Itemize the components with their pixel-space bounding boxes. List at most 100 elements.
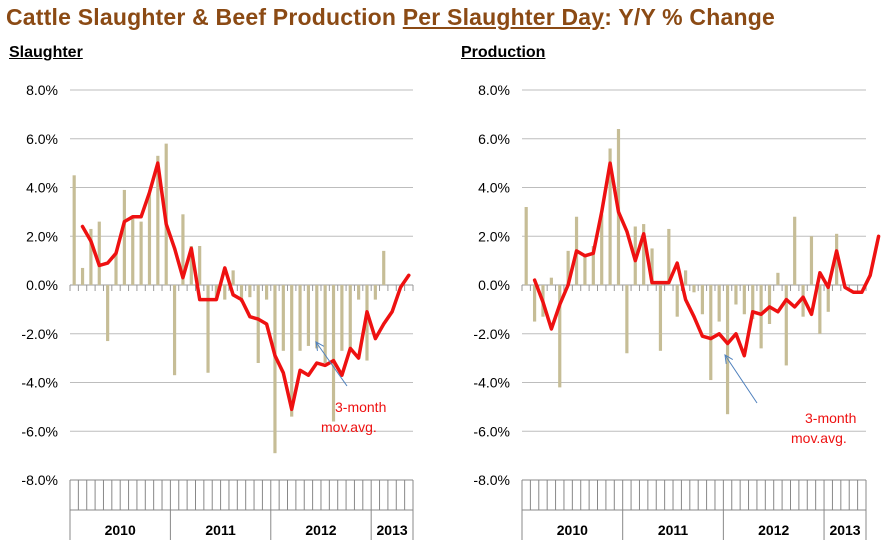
bar	[256, 285, 260, 363]
annotation-arrow	[315, 341, 348, 387]
bar	[231, 270, 235, 285]
bar	[759, 285, 763, 349]
bar	[198, 246, 202, 285]
annotation-arrowhead	[315, 341, 325, 351]
bar	[214, 285, 218, 300]
bar	[365, 285, 369, 361]
y-tick-label: -4.0%	[21, 375, 58, 391]
year-label: 2010	[105, 522, 136, 538]
year-label: 2012	[305, 522, 336, 538]
bar	[189, 246, 193, 285]
year-label: 2011	[658, 522, 689, 538]
y-tick-label: -4.0%	[473, 375, 510, 391]
bar	[382, 250, 386, 285]
annotation-line1: 3-month	[805, 410, 856, 426]
title-part3: : Y/Y % Change	[604, 4, 775, 30]
y-tick-label: -2.0%	[21, 326, 58, 342]
bar	[290, 285, 294, 417]
bar	[323, 285, 327, 363]
bar	[835, 233, 839, 285]
bar	[642, 224, 646, 285]
year-label: 2012	[758, 522, 789, 538]
bar	[725, 285, 730, 415]
bar	[809, 236, 814, 285]
annotation-arrow	[724, 354, 758, 404]
bar	[692, 285, 696, 293]
bar	[658, 285, 663, 351]
bar	[734, 285, 738, 305]
bar	[97, 221, 101, 285]
y-tick-label: -6.0%	[21, 423, 58, 439]
bar	[131, 216, 135, 285]
bar	[315, 285, 319, 349]
title-part2: Per Slaughter Day	[402, 4, 605, 30]
bar	[767, 285, 772, 324]
slaughter-panel-title: Slaughter	[9, 44, 83, 61]
bar	[72, 175, 76, 285]
bar	[298, 285, 302, 351]
bar	[558, 285, 562, 388]
bar	[181, 214, 185, 285]
bar	[281, 285, 285, 351]
chart-1: 8.0% 6.0% 4.0% 2.0% 0.0% -2.0% -4.0% -6.0% -8.0%…	[473, 82, 881, 540]
bar	[784, 285, 788, 366]
bar	[114, 253, 118, 285]
bar	[600, 214, 604, 285]
bar	[742, 285, 746, 315]
y-tick-label: 0.0%	[26, 277, 58, 293]
bar	[700, 285, 704, 315]
annotation-line1: 3-month	[335, 399, 386, 415]
y-tick-label: 6.0%	[26, 131, 58, 147]
bar	[625, 285, 629, 354]
year-label: 2013	[377, 522, 408, 538]
y-tick-label: -8.0%	[473, 472, 510, 488]
bar	[172, 285, 177, 376]
y-tick-label: -6.0%	[473, 423, 510, 439]
bar	[265, 285, 269, 300]
bar	[223, 285, 227, 300]
year-label: 2011	[205, 522, 236, 538]
bar	[675, 285, 679, 317]
bar	[591, 246, 595, 285]
bar	[524, 207, 528, 285]
bar	[650, 248, 654, 285]
y-tick-label: 6.0%	[478, 131, 510, 147]
y-tick-label: 0.0%	[478, 277, 510, 293]
bar	[818, 285, 822, 334]
bar	[331, 285, 336, 422]
bar	[357, 285, 361, 300]
moving-average-line	[532, 161, 881, 358]
y-tick-label: -2.0%	[473, 326, 510, 342]
y-tick-label: 2.0%	[478, 228, 510, 244]
bar	[156, 155, 160, 285]
bar	[348, 285, 352, 351]
bar	[248, 285, 252, 298]
bar	[89, 228, 93, 285]
bar	[717, 285, 721, 322]
annotation-line2: mov.avg.	[321, 419, 377, 435]
bar	[684, 270, 688, 285]
bar	[667, 228, 671, 285]
bar	[147, 192, 152, 285]
bar	[239, 285, 244, 303]
y-tick-label: 8.0%	[478, 82, 510, 98]
annotation-line2: mov.avg.	[791, 430, 847, 446]
bar	[373, 285, 377, 300]
bar	[793, 216, 797, 285]
bar	[532, 285, 537, 322]
chart-0: 8.0% 6.0% 4.0% 2.0% 0.0% -2.0% -4.0% -6.0% -8.0%…	[21, 82, 414, 540]
bar	[608, 148, 612, 285]
y-tick-label: 4.0%	[26, 180, 58, 196]
bar	[340, 285, 344, 351]
year-label: 2010	[557, 522, 588, 538]
bar	[776, 272, 780, 285]
bar	[273, 285, 277, 454]
y-tick-label: 2.0%	[26, 228, 58, 244]
bar	[122, 189, 126, 285]
annotation-arrowhead	[724, 354, 734, 364]
bar	[709, 285, 713, 381]
y-tick-label: -8.0%	[21, 472, 58, 488]
bar	[139, 221, 143, 285]
bar	[106, 285, 110, 342]
bar	[80, 267, 85, 285]
